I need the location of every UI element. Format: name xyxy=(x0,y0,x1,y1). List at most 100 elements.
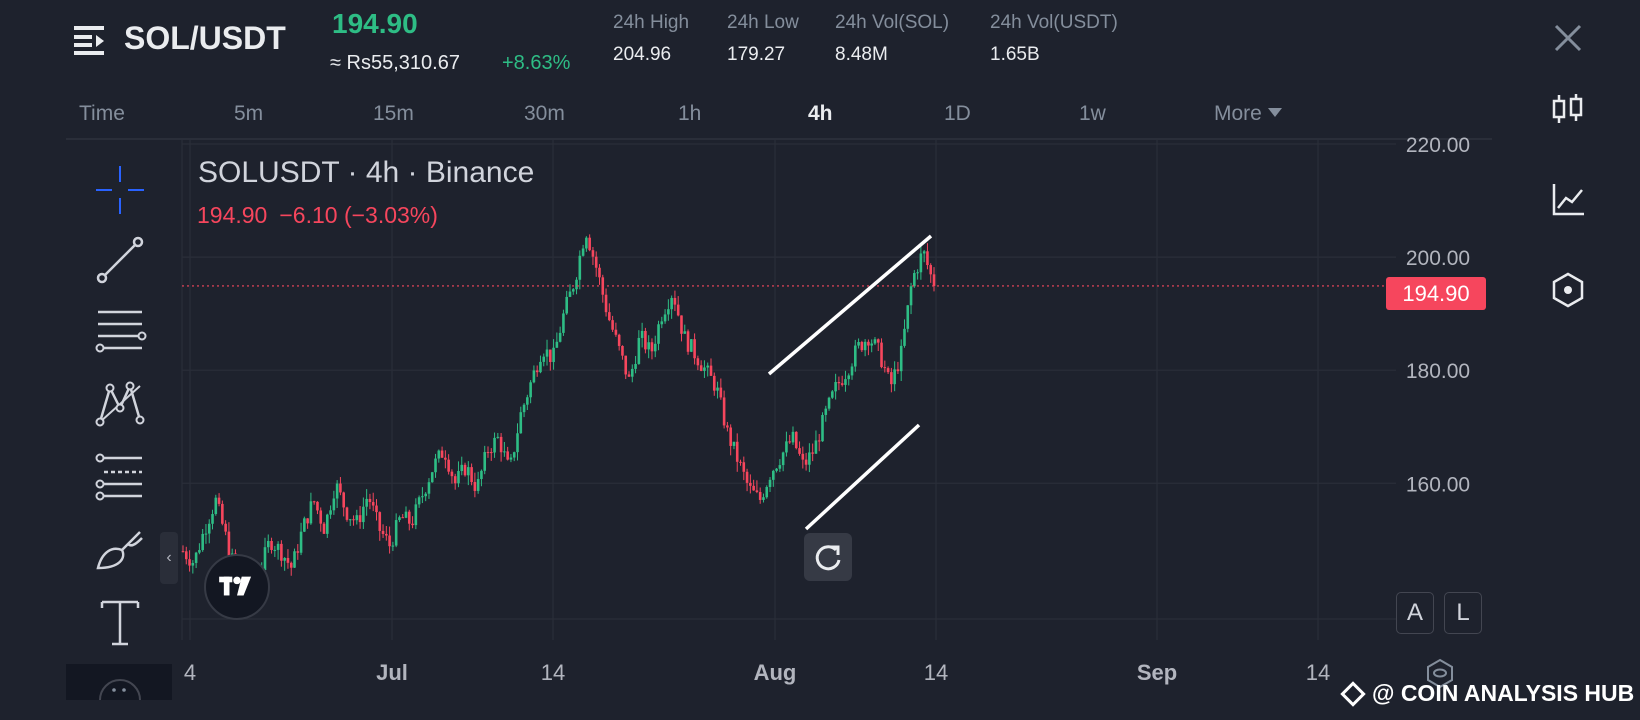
candle-body xyxy=(565,296,568,314)
stat-label: 24h High xyxy=(613,12,690,33)
tab-15m[interactable]: 15m xyxy=(373,102,414,125)
fib-icon[interactable] xyxy=(92,448,148,504)
y-tick-label: 200.00 xyxy=(1406,247,1470,270)
candle-body xyxy=(286,557,290,563)
candle-body xyxy=(496,436,500,438)
candle-body xyxy=(427,482,431,494)
candle-body xyxy=(339,483,342,493)
crosshair-icon[interactable] xyxy=(92,162,148,218)
tab-4h[interactable]: 4h xyxy=(808,102,833,125)
symbol-title[interactable]: SOL/USDT xyxy=(124,20,286,56)
candle-body xyxy=(375,505,378,513)
candle-body xyxy=(325,514,329,534)
candle-body xyxy=(712,375,716,391)
more-tools-icon[interactable] xyxy=(66,664,172,701)
stat-value: 204.96 xyxy=(613,44,672,65)
tab-time[interactable]: Time xyxy=(79,102,125,125)
x-tick-label: Aug xyxy=(754,660,797,685)
close-icon[interactable] xyxy=(1552,22,1584,54)
candle-body xyxy=(798,448,801,454)
pattern-icon[interactable] xyxy=(92,374,148,430)
candle-body xyxy=(719,387,723,398)
candle-body xyxy=(624,355,628,375)
y-tick-label: 160.00 xyxy=(1406,473,1470,496)
candle-body xyxy=(470,467,473,483)
candle-body xyxy=(644,330,647,350)
horizontal-lines-icon[interactable] xyxy=(92,302,148,358)
candle-body xyxy=(480,470,483,480)
indicators-icon[interactable] xyxy=(1548,180,1588,220)
candle-body xyxy=(519,412,523,434)
candle-body xyxy=(276,543,280,550)
candle-body xyxy=(306,518,309,524)
candle-body xyxy=(690,339,693,352)
candle-body xyxy=(640,330,644,338)
x-tick-label: Jul xyxy=(376,660,408,685)
text-icon[interactable] xyxy=(92,594,148,650)
lower-channel-line xyxy=(804,423,921,531)
drawings xyxy=(182,234,1386,531)
candle-body xyxy=(558,332,562,342)
candle-body xyxy=(506,451,509,460)
stat-value: 1.65B xyxy=(990,44,1040,65)
candle-body xyxy=(834,382,837,392)
candle-body xyxy=(453,476,457,484)
candle-body xyxy=(670,297,673,310)
candle-body xyxy=(358,515,362,523)
chart-grid xyxy=(181,140,1396,640)
trendline-icon[interactable] xyxy=(92,232,148,288)
tab-1h[interactable]: 1h xyxy=(678,102,702,125)
candle-body xyxy=(594,256,598,268)
candle-body xyxy=(591,250,595,257)
candle-body xyxy=(909,286,913,306)
last-price: 194.90 xyxy=(332,8,418,39)
chart-legend-price: 194.90 −6.10 (−3.03%) xyxy=(197,202,450,229)
brush-icon[interactable] xyxy=(92,522,148,578)
candle-body xyxy=(693,339,696,359)
candle-body xyxy=(430,472,434,483)
candle-body xyxy=(804,459,808,465)
candle-body xyxy=(814,440,818,454)
candle-body xyxy=(319,510,323,524)
collapse-toolbar-button[interactable]: ‹ xyxy=(160,532,178,584)
tab-5m[interactable]: 5m xyxy=(234,102,264,125)
candle-body xyxy=(417,497,421,505)
log-scale-button[interactable]: L xyxy=(1444,592,1482,634)
candle-body xyxy=(880,342,883,368)
candle-body xyxy=(512,452,516,458)
settings-hex-icon[interactable] xyxy=(1548,270,1588,310)
candle-body xyxy=(542,356,546,362)
candle-body xyxy=(299,531,303,553)
tab-1w[interactable]: 1w xyxy=(1079,102,1106,125)
candle-body xyxy=(817,440,821,442)
menu-icon[interactable] xyxy=(74,24,108,56)
candle-body xyxy=(903,328,906,346)
x-tick-label: 14 xyxy=(924,660,948,685)
candle-body xyxy=(411,523,414,526)
candle-body xyxy=(598,267,601,278)
candle-body xyxy=(207,523,211,534)
candle-body xyxy=(273,549,277,551)
tradingview-logo-icon[interactable] xyxy=(204,554,270,620)
tab-more[interactable]: More xyxy=(1214,102,1282,126)
candle-body xyxy=(342,492,345,508)
candle-body xyxy=(450,471,454,477)
candle-type-icon[interactable] xyxy=(1548,90,1588,130)
candle-body xyxy=(749,482,752,486)
candle-body xyxy=(703,367,706,371)
candle-body xyxy=(824,408,828,415)
candle-body xyxy=(539,361,542,373)
candle-body xyxy=(634,363,637,369)
candle-body xyxy=(398,517,401,521)
tab-1d[interactable]: 1D xyxy=(944,102,971,125)
candle-body xyxy=(745,471,749,483)
candle-body xyxy=(378,512,382,531)
reset-view-icon[interactable] xyxy=(804,533,852,581)
x-tick-label: Sep xyxy=(1137,660,1177,685)
interval-tabs: Time 5m 15m 30m 1h 4h 1D 1w More xyxy=(66,96,1492,140)
tab-30m[interactable]: 30m xyxy=(524,102,565,125)
candle-body xyxy=(637,337,641,364)
auto-scale-button[interactable]: A xyxy=(1396,592,1434,634)
